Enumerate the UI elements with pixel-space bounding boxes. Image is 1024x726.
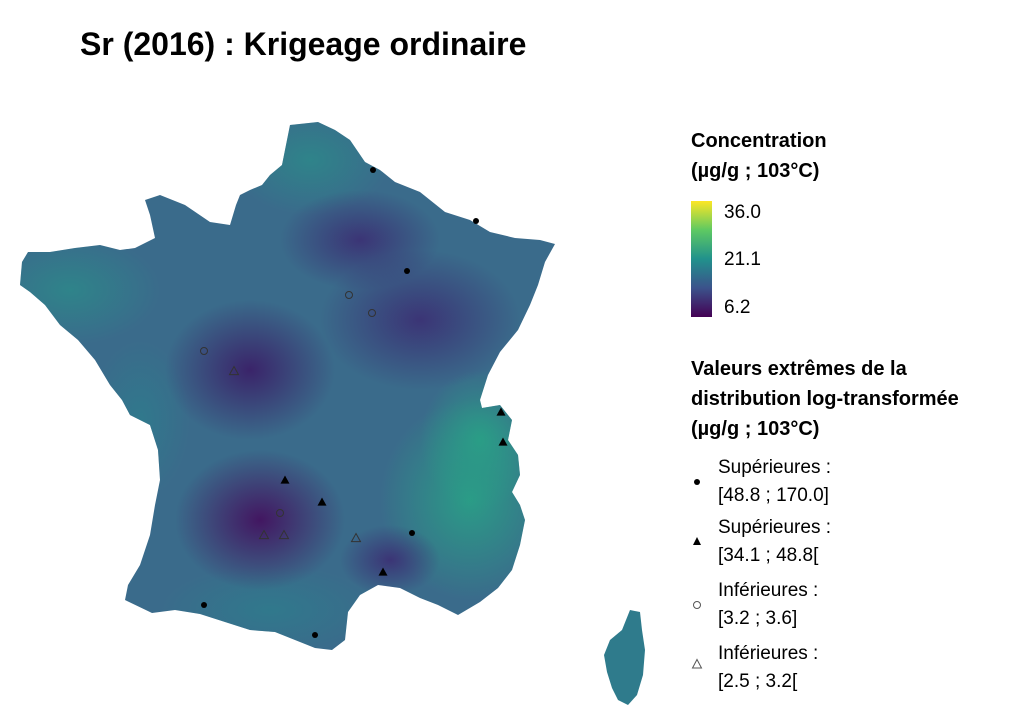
open-circle-icon [693, 601, 701, 609]
extremes-legend-title-line1: Valeurs extrêmes de la [691, 358, 907, 380]
open-triangle-marker [350, 532, 362, 543]
filled-triangle-marker [317, 497, 327, 506]
open-circle-marker [345, 291, 353, 299]
extremes-legend-title-line2: distribution log-transformée [691, 388, 959, 410]
filled-circle-icon [694, 479, 700, 485]
open-circle-marker [200, 347, 208, 355]
filled-circle-marker [409, 530, 415, 536]
open-circle-marker [368, 309, 376, 317]
legend-item-2-line2: [34.1 ; 48.8[ [718, 545, 819, 566]
open-triangle-icon [691, 658, 703, 669]
open-circle-marker [276, 509, 284, 517]
colorbar-tick-mid: 21.1 [724, 249, 761, 270]
france-mainland [20, 122, 555, 650]
filled-circle-marker [370, 167, 376, 173]
filled-triangle-marker [496, 407, 506, 416]
colorbar [691, 201, 712, 317]
open-triangle-marker [258, 529, 270, 540]
colorbar-tick-max: 36.0 [724, 202, 761, 223]
filled-circle-marker [201, 602, 207, 608]
corsica [604, 610, 645, 705]
colorbar-tick-min: 6.2 [724, 297, 751, 318]
open-triangle-marker [228, 365, 240, 376]
legend-item-3-line1: Inférieures : [718, 580, 819, 601]
map-title: Sr (2016) : Krigeage ordinaire [80, 26, 527, 62]
legend-item-3-line2: [3.2 ; 3.6] [718, 608, 798, 629]
legend-item-4-line2: [2.5 ; 3.2[ [718, 671, 798, 692]
filled-triangle-icon [693, 537, 701, 545]
filled-triangle-marker [498, 437, 508, 446]
concentration-legend-title-line1: Concentration [691, 130, 827, 152]
open-triangle-marker [278, 529, 290, 540]
extremes-legend-title-line3: (µg/g ; 103°C) [691, 418, 820, 440]
filled-circle-marker [473, 218, 479, 224]
extreme-value-markers [200, 167, 508, 638]
filled-circle-marker [404, 268, 410, 274]
legend-item-4-line1: Inférieures : [718, 643, 819, 664]
filled-triangle-marker [378, 567, 388, 576]
concentration-legend-title-line2: (µg/g ; 103°C) [691, 160, 820, 182]
legend-item-1-line1: Supérieures : [718, 457, 832, 478]
filled-triangle-marker [280, 475, 290, 484]
filled-circle-marker [312, 632, 318, 638]
legend-item-2-line1: Supérieures : [718, 517, 832, 538]
legend-item-1-line2: [48.8 ; 170.0] [718, 485, 829, 506]
kriging-map [20, 122, 645, 705]
